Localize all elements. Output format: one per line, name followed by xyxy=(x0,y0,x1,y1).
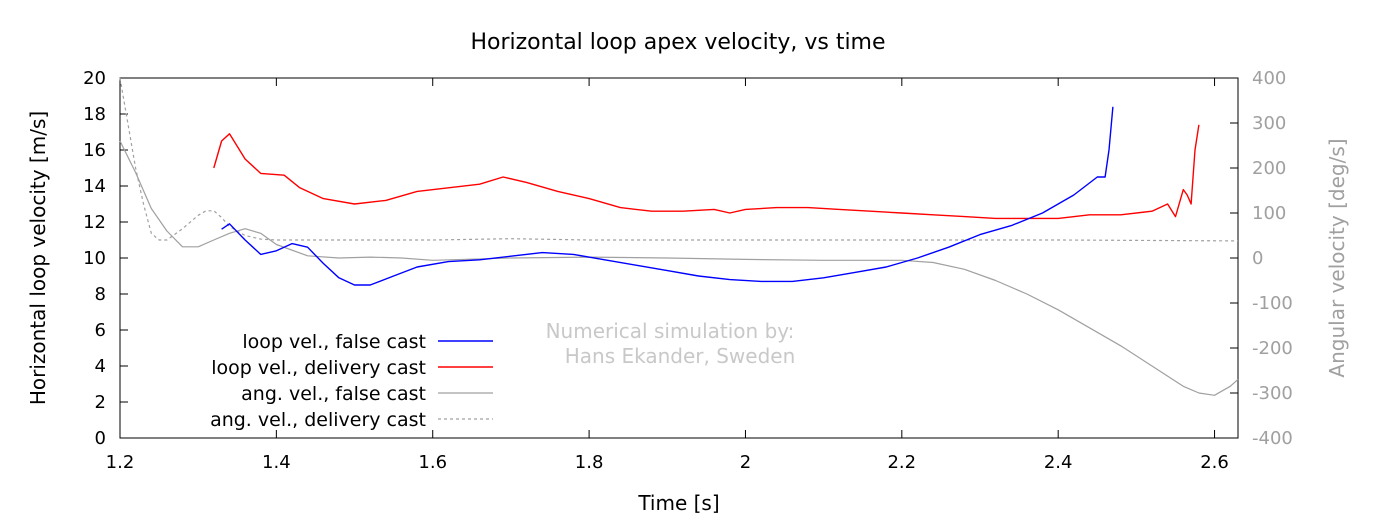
y2-tick-label: 0 xyxy=(1252,248,1263,269)
legend-label: ang. vel., delivery cast xyxy=(210,409,426,431)
y-tick-label: 2 xyxy=(95,392,106,413)
x-tick-label: 2 xyxy=(740,452,751,473)
legend-label: loop vel., delivery cast xyxy=(211,357,426,379)
annotation-line-2: Hans Ekander, Sweden xyxy=(565,344,796,368)
y-tick-label: 20 xyxy=(83,68,106,89)
series-line-1 xyxy=(213,124,1200,220)
legend-label: loop vel., false cast xyxy=(242,331,426,353)
y-tick-label: 16 xyxy=(83,140,106,161)
legend-label: ang. vel., false cast xyxy=(241,383,426,405)
y-tick-label: 12 xyxy=(83,212,106,233)
series-line-0 xyxy=(221,106,1114,286)
y2-tick-label: -400 xyxy=(1252,428,1293,449)
y-tick-label: 14 xyxy=(83,176,106,197)
x-tick-label: 2.4 xyxy=(1044,452,1073,473)
x-tick-label: 1.4 xyxy=(262,452,291,473)
annotation-line-1: Numerical simulation by: xyxy=(546,319,795,343)
y-tick-label: 0 xyxy=(95,428,106,449)
y-tick-label: 8 xyxy=(95,284,106,305)
x-axis-title: Time [s] xyxy=(637,491,719,515)
y-tick-label: 10 xyxy=(83,248,106,269)
y-tick-label: 4 xyxy=(95,356,106,377)
y2-tick-label: 300 xyxy=(1252,113,1286,134)
chart-title: Horizontal loop apex velocity, vs time xyxy=(470,30,885,55)
x-tick-label: 1.2 xyxy=(106,452,135,473)
y-tick-label: 6 xyxy=(95,320,106,341)
y2-tick-label: 100 xyxy=(1252,203,1286,224)
x-tick-label: 1.8 xyxy=(575,452,604,473)
y2-axis-title: Angular velocity [deg/s] xyxy=(1325,138,1349,377)
y2-tick-label: 200 xyxy=(1252,158,1286,179)
y2-tick-label: -200 xyxy=(1252,338,1293,359)
y2-tick-label: -100 xyxy=(1252,293,1293,314)
x-tick-label: 2.6 xyxy=(1200,452,1229,473)
y-axis-title: Horizontal loop velocity [m/s] xyxy=(26,111,50,405)
y2-tick-label: 400 xyxy=(1252,68,1286,89)
y-tick-label: 18 xyxy=(83,104,106,125)
legend: loop vel., false cast loop vel., delivery… xyxy=(210,331,493,431)
x-tick-label: 2.2 xyxy=(887,452,916,473)
y2-tick-label: -300 xyxy=(1252,383,1293,404)
x-tick-label: 1.6 xyxy=(418,452,447,473)
